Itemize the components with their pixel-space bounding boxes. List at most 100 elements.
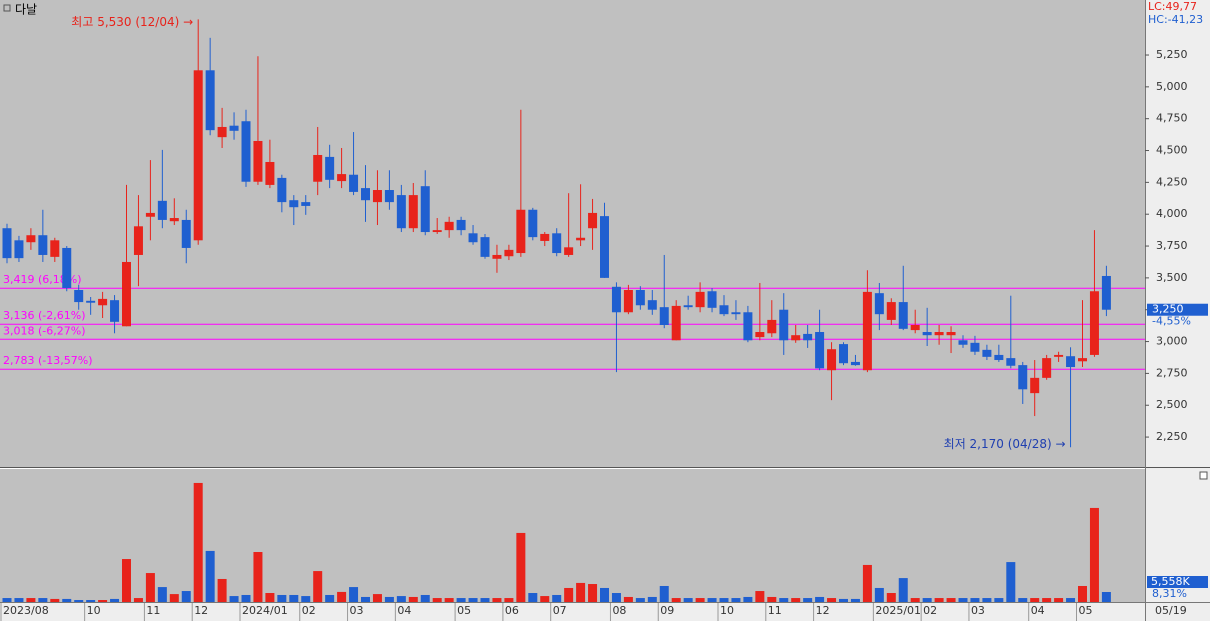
volume-bar: [635, 598, 645, 602]
volume-bar: [492, 598, 502, 602]
x-tick-label: 08: [612, 604, 626, 617]
last-change-label: -4,55%: [1152, 315, 1191, 328]
x-tick-label: 05: [457, 604, 471, 617]
ref-line-label: 3,419 (6,18%): [3, 273, 82, 286]
candle-body: [253, 140, 263, 182]
candle-body: [1101, 275, 1111, 310]
volume-bar: [695, 598, 705, 602]
volume-bar: [26, 598, 36, 602]
candle-body: [850, 361, 860, 366]
candle-body: [325, 156, 335, 180]
volume-bar: [361, 596, 370, 602]
candle-body: [862, 291, 872, 371]
ref-line-label: 3,018 (-6,27%): [3, 324, 85, 337]
candle-body: [839, 344, 848, 364]
candle-body: [62, 247, 72, 289]
volume-bar: [683, 598, 693, 602]
volume-panel: [0, 469, 1145, 602]
volume-bar: [157, 587, 167, 602]
x-tick-label: 12: [816, 604, 830, 617]
candle-body: [611, 286, 621, 313]
candle-body: [396, 195, 406, 229]
lc-label: LC:49,77: [1148, 0, 1197, 13]
volume-bar: [384, 596, 394, 602]
candle-body: [576, 237, 586, 241]
candle-body: [564, 247, 574, 255]
volume-bar: [1006, 562, 1016, 602]
candle-body: [755, 332, 765, 338]
candle-body: [98, 298, 108, 306]
candle-body: [982, 349, 992, 357]
volume-bar: [122, 559, 131, 602]
candle-body: [659, 307, 669, 326]
candle-body: [181, 219, 191, 248]
x-tick-label: 10: [87, 604, 101, 617]
volume-bar: [803, 598, 813, 602]
volume-bar: [588, 584, 598, 602]
volume-bar: [958, 598, 968, 602]
volume-bar: [982, 598, 992, 602]
candle-body: [623, 289, 633, 313]
candle-body: [229, 125, 239, 131]
candle-body: [528, 209, 538, 238]
x-tick-label: 2023/08: [3, 604, 49, 617]
candle-body: [456, 219, 466, 231]
title-icon: [3, 4, 11, 12]
candle-body: [1018, 365, 1028, 390]
volume-bar: [50, 598, 60, 602]
volume-bar: [731, 598, 741, 602]
volume-bar: [827, 598, 837, 602]
candle-body: [874, 293, 884, 315]
candle-body: [408, 195, 418, 229]
candle-body: [14, 240, 24, 259]
volume-bar: [229, 596, 239, 602]
candle-body: [886, 302, 896, 320]
candle-body: [74, 289, 84, 303]
x-tick-label: 09: [660, 604, 674, 617]
price-panel: [0, 0, 1145, 467]
y-tick-label: 3,750: [1156, 239, 1188, 252]
last-price-label: 3,250: [1152, 303, 1184, 316]
panel-close[interactable]: [1199, 471, 1208, 480]
candle-body: [707, 291, 717, 308]
candle-body: [588, 212, 598, 229]
date-bar: [0, 602, 1145, 621]
volume-bar: [600, 587, 609, 602]
y-tick-label: 4,000: [1156, 207, 1188, 220]
volume-bar: [994, 598, 1004, 602]
candle-body: [946, 332, 956, 336]
volume-bar: [313, 571, 323, 602]
candle-body: [958, 340, 968, 345]
volume-bar: [659, 585, 669, 602]
candle-body: [122, 261, 131, 327]
x-tick-label: 12: [194, 604, 208, 617]
volume-bar: [970, 598, 980, 602]
candle-body: [480, 237, 490, 257]
y-tick-label: 5,000: [1156, 80, 1188, 93]
volume-bar: [396, 596, 406, 602]
volume-bar: [432, 598, 442, 602]
candle-body: [898, 302, 908, 329]
volume-bar: [110, 598, 120, 602]
volume-bar: [540, 596, 550, 602]
candle-body: [1054, 354, 1064, 357]
volume-bar: [193, 482, 203, 602]
candle-body: [289, 200, 299, 208]
candle-body: [50, 240, 60, 257]
volume-bar: [253, 552, 263, 602]
x-tick-label: 02: [923, 604, 937, 617]
candle-body: [337, 174, 347, 182]
x-tick-label: 2025/01: [875, 604, 921, 617]
volume-bar: [922, 598, 932, 602]
candle-body: [1042, 358, 1052, 378]
volume-bar: [707, 598, 717, 602]
volume-bar: [420, 594, 430, 602]
volume-bar: [289, 594, 299, 602]
volume-bar: [528, 593, 538, 602]
volume-bar: [862, 564, 872, 602]
volume-bar: [349, 587, 359, 602]
ref-line-label: 3,136 (-2,61%): [3, 309, 85, 322]
candle-body: [1006, 358, 1016, 366]
volume-bar: [325, 594, 335, 602]
